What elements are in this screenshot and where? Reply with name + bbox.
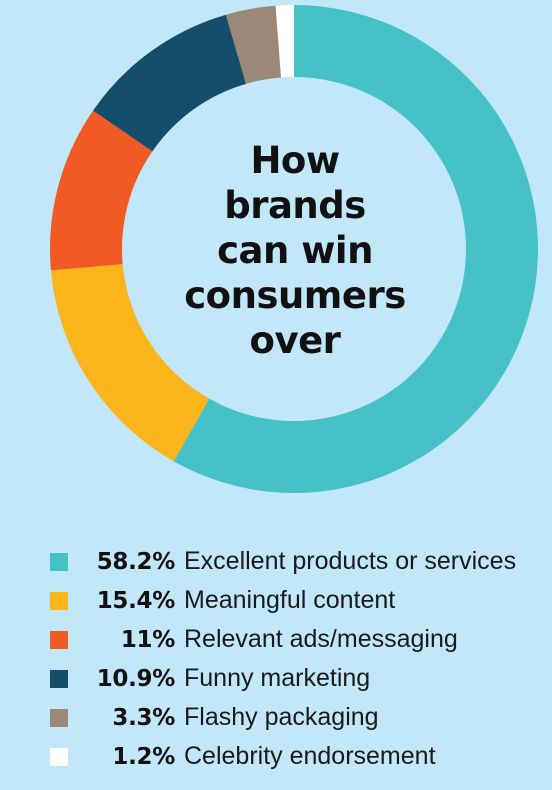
donut-slice bbox=[93, 14, 247, 152]
legend-label: Excellent products or services bbox=[184, 547, 517, 575]
legend-label: Funny marketing bbox=[184, 664, 371, 692]
legend-value: 11% bbox=[120, 626, 175, 653]
chart-title-line: over bbox=[249, 319, 341, 362]
legend-label: Relevant ads/messaging bbox=[184, 625, 458, 653]
donut-slice bbox=[173, 5, 538, 493]
legend-swatch bbox=[50, 552, 68, 571]
legend-value: 10.9% bbox=[96, 665, 176, 692]
legend-item: 11% Relevant ads/messaging bbox=[50, 620, 550, 659]
legend-value: 3.3% bbox=[112, 704, 175, 731]
legend-label: Meaningful content bbox=[184, 586, 396, 614]
donut-slice bbox=[225, 5, 282, 84]
chart-title: How brands can win consumers over bbox=[160, 138, 430, 363]
legend-label: Flashy packaging bbox=[184, 703, 379, 731]
legend-item: 58.2% Excellent products or services bbox=[50, 542, 550, 581]
chart-title-line: can win bbox=[217, 229, 373, 272]
legend-swatch bbox=[50, 747, 68, 766]
chart-title-line: brands bbox=[224, 184, 366, 227]
donut-slice bbox=[50, 264, 210, 462]
donut-slice bbox=[50, 110, 153, 271]
legend-value: 15.4% bbox=[96, 587, 176, 614]
legend-value: 58.2% bbox=[96, 548, 176, 575]
legend-item: 15.4% Meaningful content bbox=[50, 581, 550, 620]
chart-title-line: How bbox=[250, 139, 340, 182]
legend-item: 1.2% Celebrity endorsement bbox=[50, 737, 550, 776]
legend-label: Celebrity endorsement bbox=[184, 742, 436, 770]
legend-item: 3.3% Flashy packaging bbox=[50, 698, 550, 737]
legend-item: 10.9% Funny marketing bbox=[50, 659, 550, 698]
legend-swatch bbox=[50, 630, 68, 649]
legend: 58.2% Excellent products or services 15.… bbox=[50, 542, 550, 776]
donut-chart bbox=[50, 5, 538, 493]
chart-title-line: consumers bbox=[184, 274, 406, 317]
donut-slice bbox=[275, 5, 294, 78]
legend-swatch bbox=[50, 591, 68, 610]
legend-value: 1.2% bbox=[112, 743, 175, 770]
legend-swatch bbox=[50, 669, 68, 688]
legend-swatch bbox=[50, 708, 68, 727]
